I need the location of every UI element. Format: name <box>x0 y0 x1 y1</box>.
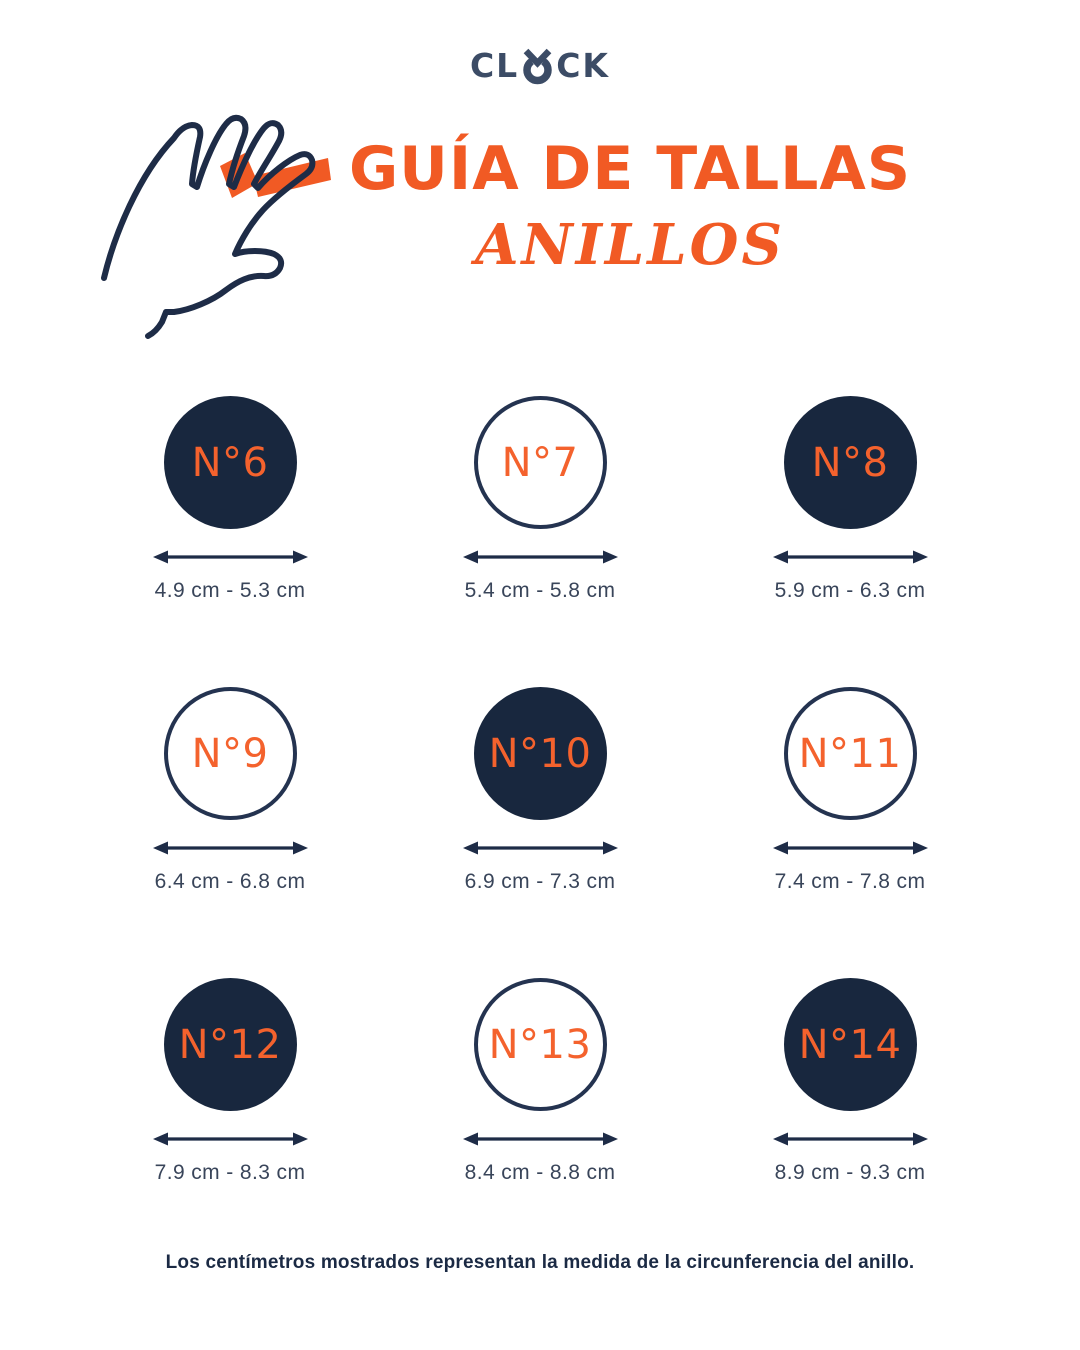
size-circle: N°14 <box>783 978 917 1111</box>
diameter-arrow-icon <box>462 841 618 855</box>
size-card-6: N°6 4.9 cm - 5.3 cm <box>75 396 385 603</box>
size-card-9: N°9 6.4 cm - 6.8 cm <box>75 687 385 894</box>
size-circle: N°10 <box>473 687 607 820</box>
diameter-arrow-icon <box>152 841 308 855</box>
size-circle: N°6 <box>163 396 297 529</box>
size-card-8: N°8 5.9 cm - 6.3 cm <box>695 396 1005 603</box>
size-circle: N°13 <box>473 978 607 1111</box>
diameter-arrow-icon <box>772 550 928 564</box>
size-label: N°12 <box>178 1021 282 1068</box>
size-card-14: N°14 8.9 cm - 9.3 cm <box>695 978 1005 1185</box>
diameter-arrow-icon <box>772 1132 928 1146</box>
logo-text-left: CL <box>469 46 520 85</box>
size-label: N°7 <box>501 439 579 486</box>
size-card-13: N°13 8.4 cm - 8.8 cm <box>385 978 695 1185</box>
size-circle: N°12 <box>163 978 297 1111</box>
size-range-label: 5.4 cm - 5.8 cm <box>464 579 616 602</box>
footer-note: Los centímetros mostrados representan la… <box>165 1252 915 1273</box>
diameter-arrow-icon <box>772 841 928 855</box>
size-card-10: N°10 6.9 cm - 7.3 cm <box>385 687 695 894</box>
size-card-12: N°12 7.9 cm - 8.3 cm <box>75 978 385 1185</box>
size-range-label: 6.9 cm - 7.3 cm <box>464 870 616 893</box>
size-grid: N°6 4.9 cm - 5.3 cm N°7 5.4 cm - 5.8 cm <box>75 396 1005 1185</box>
hand-with-ring-icon <box>101 114 331 339</box>
hand-outline-shape <box>101 114 316 339</box>
size-label: N°11 <box>798 730 902 777</box>
size-range-label: 7.4 cm - 7.8 cm <box>774 870 926 893</box>
size-range-label: 4.9 cm - 5.3 cm <box>154 579 306 602</box>
size-label: N°14 <box>798 1021 902 1068</box>
size-label: N°9 <box>191 730 269 777</box>
footer: Los centímetros mostrados representan la… <box>0 1252 1080 1274</box>
page-title: GUÍA DE TALLAS <box>348 134 912 204</box>
title-block: GUÍA DE TALLAS ANILLOS <box>330 134 930 278</box>
diameter-arrow-icon <box>152 1132 308 1146</box>
page-subtitle: ANILLOS <box>475 212 785 278</box>
size-range-label: 8.4 cm - 8.8 cm <box>464 1161 616 1184</box>
size-range-label: 5.9 cm - 6.3 cm <box>774 579 926 602</box>
size-card-11: N°11 7.4 cm - 7.8 cm <box>695 687 1005 894</box>
brand-logo: CL CK <box>0 46 1080 85</box>
diameter-arrow-icon <box>462 550 618 564</box>
size-range-label: 6.4 cm - 6.8 cm <box>154 870 306 893</box>
size-label: N°10 <box>488 730 592 777</box>
size-range-label: 7.9 cm - 8.3 cm <box>154 1161 306 1184</box>
size-range-label: 8.9 cm - 9.3 cm <box>774 1161 926 1184</box>
size-label: N°8 <box>811 439 889 486</box>
diameter-arrow-icon <box>152 550 308 564</box>
logo-owl-o-icon <box>522 46 554 84</box>
size-circle: N°11 <box>783 687 917 820</box>
size-circle: N°7 <box>473 396 607 529</box>
size-circle: N°8 <box>783 396 917 529</box>
size-card-7: N°7 5.4 cm - 5.8 cm <box>385 396 695 603</box>
size-label: N°6 <box>191 439 269 486</box>
size-circle: N°9 <box>163 687 297 820</box>
diameter-arrow-icon <box>462 1132 618 1146</box>
size-label: N°13 <box>488 1021 592 1068</box>
logo-text-right: CK <box>556 46 611 85</box>
